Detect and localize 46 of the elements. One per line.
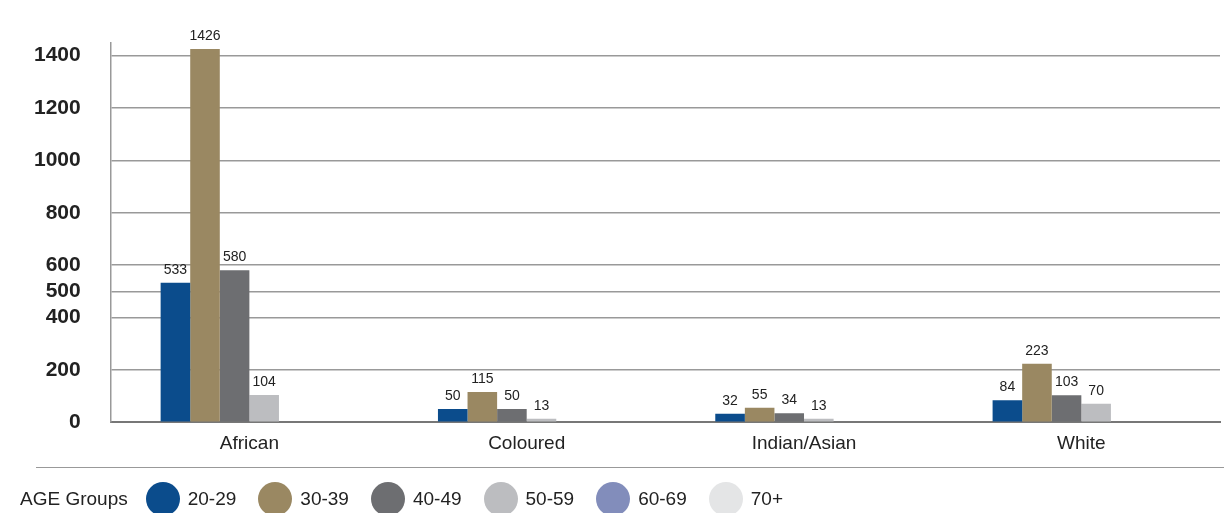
x-tick-label: Indian/Asian <box>751 431 857 453</box>
y-tick-label: 1400 <box>34 42 81 66</box>
legend-label: 30-39 <box>300 488 349 510</box>
bar <box>160 282 191 422</box>
bar <box>437 409 468 422</box>
bar <box>249 394 279 422</box>
x-tick-label: African <box>219 431 279 453</box>
data-label: 1426 <box>189 26 221 43</box>
y-tick-label: 600 <box>45 251 81 275</box>
legend-label: 40-49 <box>412 488 462 510</box>
y-tick-label: 400 <box>45 304 81 328</box>
bar <box>190 48 220 422</box>
legend-title: AGE Groups <box>20 488 128 510</box>
y-tick-label: 200 <box>45 356 81 380</box>
bar <box>1022 363 1052 422</box>
data-label: 32 <box>722 391 739 408</box>
bar <box>715 413 745 422</box>
data-label: 50 <box>504 386 520 403</box>
data-label: 533 <box>163 260 188 277</box>
y-tick-label: 0 <box>69 409 81 432</box>
data-label: 115 <box>471 369 494 386</box>
x-tick-label: Coloured <box>488 431 566 453</box>
legend-label: 50-59 <box>525 488 575 510</box>
y-tick-label: 800 <box>45 199 81 223</box>
bar <box>1081 403 1111 422</box>
y-tick-label: 1000 <box>34 147 81 171</box>
y-tick-label: 1200 <box>34 94 81 118</box>
data-label: 13 <box>811 396 827 413</box>
data-label: 580 <box>222 248 247 265</box>
legend-label: 60-69 <box>638 488 687 510</box>
data-label: 103 <box>1054 373 1079 390</box>
bar <box>744 407 775 422</box>
data-label: 50 <box>444 386 461 403</box>
data-label: 55 <box>751 385 768 402</box>
legend-label: 70+ <box>750 488 783 510</box>
legend-label: 20-29 <box>187 488 237 510</box>
data-label: 223 <box>1025 341 1049 358</box>
bar <box>467 392 498 422</box>
y-tick-label: 500 <box>45 278 81 302</box>
data-label: 13 <box>533 396 550 413</box>
data-label: 70 <box>1088 381 1105 398</box>
data-label: 34 <box>781 391 798 408</box>
data-label: 104 <box>252 372 277 389</box>
bar <box>992 400 1023 422</box>
x-tick-label: White <box>1057 431 1106 453</box>
data-label: 84 <box>999 378 1016 395</box>
